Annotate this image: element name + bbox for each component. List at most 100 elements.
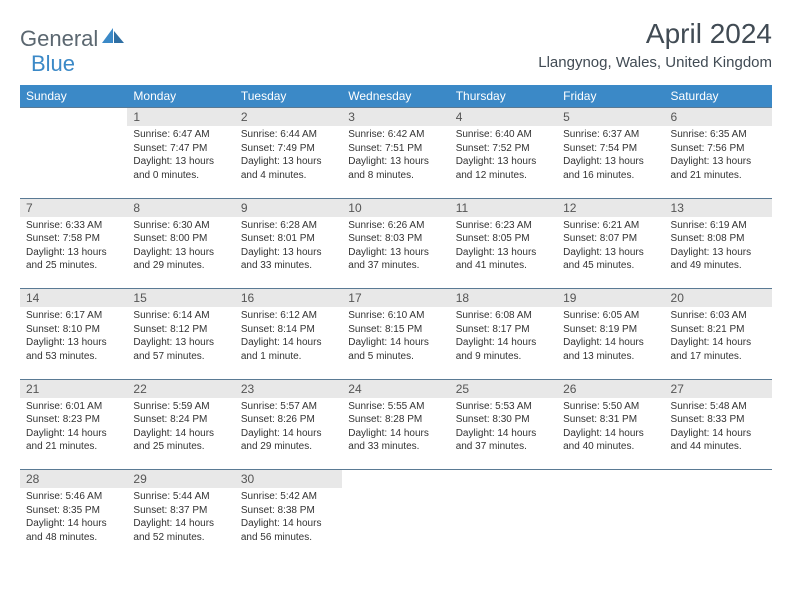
sunset-text: Sunset: 7:58 PM	[26, 232, 121, 246]
calendar-page: General April 2024 Llangynog, Wales, Uni…	[0, 0, 792, 560]
day-number: 6	[671, 110, 678, 124]
col-sunday: Sunday	[20, 85, 127, 108]
sunset-text: Sunset: 8:12 PM	[133, 323, 228, 337]
day-number: 20	[671, 291, 684, 305]
sunrise-text: Sunrise: 6:17 AM	[26, 309, 121, 323]
day-number-cell: 26	[557, 379, 664, 398]
day-number: 3	[348, 110, 355, 124]
day-number: 29	[133, 472, 146, 486]
col-saturday: Saturday	[665, 85, 772, 108]
day-number-cell: 28	[20, 470, 127, 489]
day-number: 27	[671, 382, 684, 396]
day-number: 24	[348, 382, 361, 396]
logo: General	[20, 26, 126, 52]
day-cell: Sunrise: 5:50 AMSunset: 8:31 PMDaylight:…	[557, 398, 664, 470]
day-number: 26	[563, 382, 576, 396]
sunset-text: Sunset: 8:26 PM	[241, 413, 336, 427]
day-number-cell: 30	[235, 470, 342, 489]
calendar-body: 123456Sunrise: 6:47 AMSunset: 7:47 PMDay…	[20, 108, 772, 561]
day-number: 30	[241, 472, 254, 486]
day-cell: Sunrise: 6:35 AMSunset: 7:56 PMDaylight:…	[665, 126, 772, 198]
day-content: Sunrise: 6:10 AMSunset: 8:15 PMDaylight:…	[348, 307, 443, 363]
sunset-text: Sunset: 8:14 PM	[241, 323, 336, 337]
sunrise-text: Sunrise: 5:59 AM	[133, 400, 228, 414]
day-content	[671, 488, 766, 490]
day-content: Sunrise: 5:48 AMSunset: 8:33 PMDaylight:…	[671, 398, 766, 454]
day-cell	[450, 488, 557, 560]
sunrise-text: Sunrise: 6:23 AM	[456, 219, 551, 233]
day-number-cell: 1	[127, 108, 234, 127]
sunrise-text: Sunrise: 6:26 AM	[348, 219, 443, 233]
day-number: 19	[563, 291, 576, 305]
day-number-cell: 8	[127, 198, 234, 217]
sunrise-text: Sunrise: 6:44 AM	[241, 128, 336, 142]
day-cell: Sunrise: 6:01 AMSunset: 8:23 PMDaylight:…	[20, 398, 127, 470]
daylight-text: Daylight: 14 hours and 17 minutes.	[671, 336, 766, 363]
sunrise-text: Sunrise: 6:35 AM	[671, 128, 766, 142]
location: Llangynog, Wales, United Kingdom	[538, 54, 772, 71]
day-content: Sunrise: 6:28 AMSunset: 8:01 PMDaylight:…	[241, 217, 336, 273]
day-number: 7	[26, 201, 33, 215]
day-cell: Sunrise: 5:57 AMSunset: 8:26 PMDaylight:…	[235, 398, 342, 470]
day-number: 14	[26, 291, 39, 305]
sunset-text: Sunset: 8:07 PM	[563, 232, 658, 246]
day-number-cell: 22	[127, 379, 234, 398]
sunset-text: Sunset: 7:47 PM	[133, 142, 228, 156]
daylight-text: Daylight: 14 hours and 13 minutes.	[563, 336, 658, 363]
day-content: Sunrise: 6:35 AMSunset: 7:56 PMDaylight:…	[671, 126, 766, 182]
sunrise-text: Sunrise: 5:53 AM	[456, 400, 551, 414]
calendar-head: Sunday Monday Tuesday Wednesday Thursday…	[20, 85, 772, 108]
day-content: Sunrise: 6:03 AMSunset: 8:21 PMDaylight:…	[671, 307, 766, 363]
day-cell: Sunrise: 6:17 AMSunset: 8:10 PMDaylight:…	[20, 307, 127, 379]
day-cell: Sunrise: 6:40 AMSunset: 7:52 PMDaylight:…	[450, 126, 557, 198]
sunset-text: Sunset: 8:17 PM	[456, 323, 551, 337]
col-friday: Friday	[557, 85, 664, 108]
sunset-text: Sunset: 8:30 PM	[456, 413, 551, 427]
logo-text-general: General	[20, 26, 98, 52]
day-number: 9	[241, 201, 248, 215]
sunset-text: Sunset: 7:51 PM	[348, 142, 443, 156]
day-number-cell: 15	[127, 289, 234, 308]
day-cell: Sunrise: 6:05 AMSunset: 8:19 PMDaylight:…	[557, 307, 664, 379]
day-cell	[557, 488, 664, 560]
day-number-cell: 27	[665, 379, 772, 398]
day-content: Sunrise: 6:47 AMSunset: 7:47 PMDaylight:…	[133, 126, 228, 182]
day-number-cell: 23	[235, 379, 342, 398]
sunset-text: Sunset: 8:23 PM	[26, 413, 121, 427]
day-cell	[20, 126, 127, 198]
sunrise-text: Sunrise: 6:40 AM	[456, 128, 551, 142]
sunrise-text: Sunrise: 6:12 AM	[241, 309, 336, 323]
sunrise-text: Sunrise: 5:50 AM	[563, 400, 658, 414]
day-number: 18	[456, 291, 469, 305]
daylight-text: Daylight: 13 hours and 8 minutes.	[348, 155, 443, 182]
day-content: Sunrise: 6:26 AMSunset: 8:03 PMDaylight:…	[348, 217, 443, 273]
day-number-cell: 4	[450, 108, 557, 127]
sunset-text: Sunset: 7:52 PM	[456, 142, 551, 156]
day-cell: Sunrise: 6:37 AMSunset: 7:54 PMDaylight:…	[557, 126, 664, 198]
sunset-text: Sunset: 8:28 PM	[348, 413, 443, 427]
day-cell: Sunrise: 6:14 AMSunset: 8:12 PMDaylight:…	[127, 307, 234, 379]
day-cell: Sunrise: 6:19 AMSunset: 8:08 PMDaylight:…	[665, 217, 772, 289]
day-content: Sunrise: 6:30 AMSunset: 8:00 PMDaylight:…	[133, 217, 228, 273]
day-cell: Sunrise: 6:47 AMSunset: 7:47 PMDaylight:…	[127, 126, 234, 198]
sunrise-text: Sunrise: 5:44 AM	[133, 490, 228, 504]
day-content: Sunrise: 6:19 AMSunset: 8:08 PMDaylight:…	[671, 217, 766, 273]
day-number-cell	[342, 470, 449, 489]
daylight-text: Daylight: 13 hours and 29 minutes.	[133, 246, 228, 273]
day-number-cell: 21	[20, 379, 127, 398]
day-content: Sunrise: 5:42 AMSunset: 8:38 PMDaylight:…	[241, 488, 336, 544]
day-number: 23	[241, 382, 254, 396]
day-cell: Sunrise: 6:08 AMSunset: 8:17 PMDaylight:…	[450, 307, 557, 379]
sunrise-text: Sunrise: 6:28 AM	[241, 219, 336, 233]
daylight-text: Daylight: 13 hours and 16 minutes.	[563, 155, 658, 182]
sunrise-text: Sunrise: 5:55 AM	[348, 400, 443, 414]
day-number-cell: 11	[450, 198, 557, 217]
daylight-text: Daylight: 13 hours and 4 minutes.	[241, 155, 336, 182]
day-cell: Sunrise: 6:23 AMSunset: 8:05 PMDaylight:…	[450, 217, 557, 289]
day-content	[563, 488, 658, 490]
day-cell: Sunrise: 6:33 AMSunset: 7:58 PMDaylight:…	[20, 217, 127, 289]
sunset-text: Sunset: 8:08 PM	[671, 232, 766, 246]
day-content: Sunrise: 6:23 AMSunset: 8:05 PMDaylight:…	[456, 217, 551, 273]
day-number: 8	[133, 201, 140, 215]
day-content: Sunrise: 5:57 AMSunset: 8:26 PMDaylight:…	[241, 398, 336, 454]
